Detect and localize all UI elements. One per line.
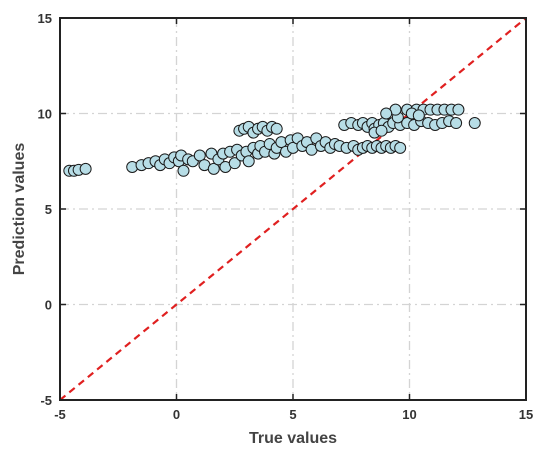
data-point (452, 103, 465, 116)
x-tick-labels: -5 0 5 10 15 (54, 407, 533, 422)
y-tick-label: -5 (40, 393, 52, 408)
data-points (63, 103, 481, 177)
data-point (450, 117, 463, 130)
x-tick-label: -5 (54, 407, 66, 422)
x-tick-label: 10 (402, 407, 416, 422)
data-point (394, 141, 407, 154)
data-point (79, 162, 92, 175)
data-point (380, 107, 393, 120)
data-point (177, 164, 190, 177)
data-point (412, 109, 425, 122)
x-tick-label: 5 (289, 407, 296, 422)
y-tick-label: 15 (38, 11, 52, 26)
y-tick-label: 5 (45, 202, 52, 217)
x-tick-label: 15 (519, 407, 533, 422)
data-point (193, 149, 206, 162)
data-point (228, 157, 241, 170)
data-point (270, 122, 283, 135)
data-point (468, 117, 481, 130)
x-axis-label: True values (249, 430, 337, 447)
data-point (207, 162, 220, 175)
x-tick-label: 0 (173, 407, 180, 422)
y-tick-label: 0 (45, 298, 52, 313)
reference-line (59, 17, 527, 401)
data-point (242, 155, 255, 168)
y-tick-label: 10 (38, 107, 52, 122)
y-tick-labels: -5 0 5 10 15 (38, 11, 52, 408)
data-point (375, 124, 388, 137)
tick-marks (59, 17, 527, 401)
y-axis-label: Prediction values (11, 143, 28, 276)
